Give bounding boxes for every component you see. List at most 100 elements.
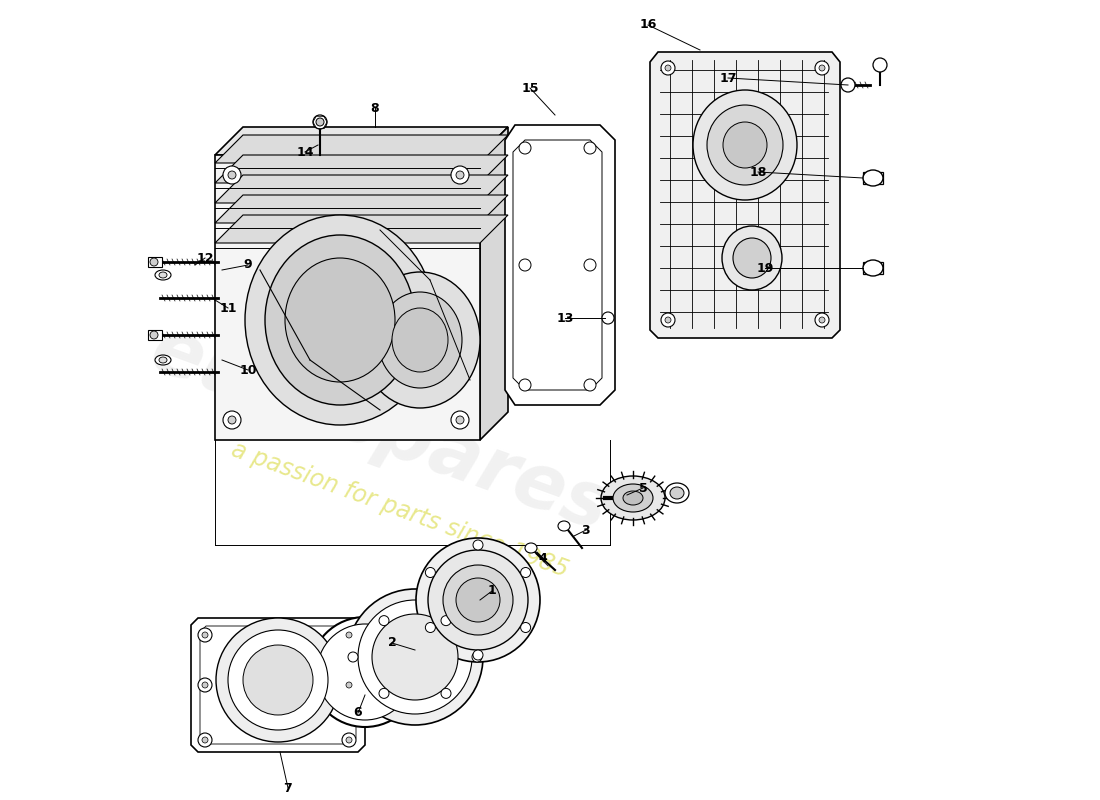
Ellipse shape: [426, 567, 436, 578]
Ellipse shape: [584, 259, 596, 271]
Ellipse shape: [342, 733, 356, 747]
Text: 17: 17: [719, 71, 737, 85]
Ellipse shape: [155, 355, 170, 365]
Polygon shape: [214, 127, 508, 155]
Polygon shape: [513, 140, 602, 390]
Text: 15: 15: [521, 82, 539, 94]
Polygon shape: [214, 215, 508, 243]
Ellipse shape: [198, 733, 212, 747]
Polygon shape: [650, 52, 840, 338]
Text: a passion for parts since 1985: a passion for parts since 1985: [228, 438, 572, 582]
Ellipse shape: [864, 170, 883, 186]
Ellipse shape: [456, 171, 464, 179]
Ellipse shape: [666, 483, 689, 503]
Text: 6: 6: [354, 706, 362, 719]
Ellipse shape: [873, 58, 887, 72]
Ellipse shape: [360, 272, 480, 408]
Polygon shape: [505, 125, 615, 405]
Ellipse shape: [661, 61, 675, 75]
Text: 5: 5: [639, 482, 648, 494]
Ellipse shape: [317, 624, 412, 720]
Ellipse shape: [451, 166, 469, 184]
Text: 14: 14: [296, 146, 314, 158]
Ellipse shape: [520, 622, 530, 633]
Ellipse shape: [243, 645, 314, 715]
Ellipse shape: [265, 235, 415, 405]
Ellipse shape: [722, 226, 782, 290]
Polygon shape: [200, 626, 356, 744]
Ellipse shape: [372, 614, 458, 700]
Ellipse shape: [584, 379, 596, 391]
Text: 3: 3: [582, 523, 591, 537]
Text: 8: 8: [371, 102, 380, 114]
Bar: [148, 330, 162, 340]
Ellipse shape: [456, 578, 501, 622]
Ellipse shape: [472, 652, 482, 662]
Ellipse shape: [160, 272, 167, 278]
Ellipse shape: [379, 616, 389, 626]
Ellipse shape: [378, 292, 462, 388]
Ellipse shape: [223, 166, 241, 184]
Ellipse shape: [223, 411, 241, 429]
Text: 9: 9: [244, 258, 252, 271]
Ellipse shape: [815, 61, 829, 75]
Ellipse shape: [520, 567, 530, 578]
Ellipse shape: [150, 258, 158, 266]
Polygon shape: [214, 135, 508, 163]
Ellipse shape: [310, 617, 420, 727]
Ellipse shape: [228, 630, 328, 730]
Ellipse shape: [519, 259, 531, 271]
Ellipse shape: [456, 416, 464, 424]
Ellipse shape: [202, 737, 208, 743]
Text: 2: 2: [387, 637, 396, 650]
Bar: [148, 257, 162, 267]
Ellipse shape: [392, 308, 448, 372]
Ellipse shape: [416, 538, 540, 662]
Ellipse shape: [584, 142, 596, 154]
Text: 7: 7: [284, 782, 293, 794]
Ellipse shape: [519, 142, 531, 154]
Ellipse shape: [150, 331, 158, 339]
Text: 1: 1: [487, 585, 496, 598]
Ellipse shape: [155, 270, 170, 280]
Ellipse shape: [228, 416, 236, 424]
Ellipse shape: [666, 317, 671, 323]
Ellipse shape: [525, 543, 537, 553]
Text: eurospares: eurospares: [141, 313, 619, 547]
Text: 12: 12: [196, 251, 213, 265]
Polygon shape: [214, 175, 508, 203]
Ellipse shape: [443, 565, 513, 635]
Polygon shape: [214, 155, 480, 440]
Ellipse shape: [666, 65, 671, 71]
Ellipse shape: [602, 312, 614, 324]
Ellipse shape: [441, 616, 451, 626]
Ellipse shape: [314, 115, 327, 129]
Ellipse shape: [426, 622, 436, 633]
Ellipse shape: [346, 737, 352, 743]
Ellipse shape: [473, 650, 483, 660]
Ellipse shape: [451, 411, 469, 429]
Ellipse shape: [842, 78, 855, 92]
Ellipse shape: [733, 238, 771, 278]
Ellipse shape: [346, 632, 352, 638]
Polygon shape: [480, 127, 508, 440]
Ellipse shape: [342, 628, 356, 642]
Ellipse shape: [216, 618, 340, 742]
Ellipse shape: [723, 122, 767, 168]
Polygon shape: [214, 195, 508, 223]
Ellipse shape: [623, 491, 643, 505]
Ellipse shape: [316, 118, 324, 126]
Ellipse shape: [228, 171, 236, 179]
Ellipse shape: [379, 688, 389, 698]
Ellipse shape: [346, 589, 483, 725]
Ellipse shape: [160, 357, 167, 363]
Polygon shape: [191, 618, 365, 752]
Ellipse shape: [198, 628, 212, 642]
Ellipse shape: [202, 682, 208, 688]
Ellipse shape: [707, 105, 783, 185]
Ellipse shape: [473, 540, 483, 550]
Ellipse shape: [358, 600, 472, 714]
Ellipse shape: [693, 90, 798, 200]
Bar: [864, 262, 883, 274]
Polygon shape: [214, 155, 508, 183]
